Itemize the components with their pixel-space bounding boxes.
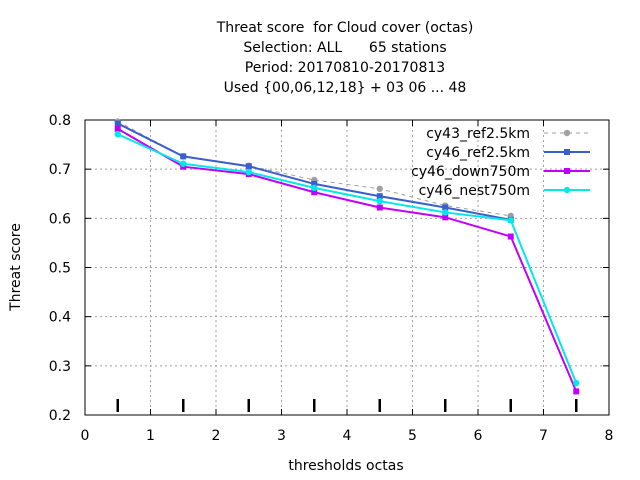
- data-point: [442, 209, 449, 216]
- data-point: [376, 197, 383, 205]
- x-tick-label: 0: [81, 428, 90, 444]
- data-point: [114, 131, 121, 138]
- legend-label: cy46_down750m: [411, 164, 530, 180]
- series-cy46_nest750m: [114, 131, 580, 387]
- x-tick-label: 5: [408, 428, 417, 444]
- y-axis-label: Threat score: [8, 223, 24, 312]
- data-point: [180, 160, 187, 167]
- y-tick-label: 0.4: [49, 310, 71, 326]
- data-point: [311, 189, 318, 196]
- data-point: [573, 388, 580, 395]
- x-axis-label: thresholds octas: [288, 458, 403, 474]
- chart-title-line-1: Threat score for Cloud cover (octas): [216, 20, 474, 36]
- data-point: [376, 185, 383, 193]
- chart-title-line-3: Period: 20170810-20170813: [244, 60, 446, 76]
- data-point: [311, 184, 318, 192]
- x-tick-label: 4: [343, 428, 352, 444]
- grid: [85, 120, 609, 415]
- data-point: [114, 120, 121, 127]
- chart-title-line-2: Selection: ALL 65 stations: [243, 40, 447, 56]
- y-tick-label: 0.6: [49, 211, 71, 227]
- x-tick-label: 1: [146, 428, 155, 444]
- axes: 0 1 2 3 4 5 6 7 8 0.2 0.3 0.4 0.5 0.6 0.7 0.8: [49, 113, 614, 444]
- data-point: [563, 186, 571, 194]
- data-point: [442, 204, 449, 211]
- y-tick-label: 0.8: [49, 113, 71, 129]
- data-point: [564, 168, 570, 174]
- legend-label: cy43_ref2.5km: [426, 126, 530, 142]
- y-tick-label: 0.5: [49, 261, 71, 277]
- data-point: [564, 149, 570, 155]
- data-point: [114, 125, 121, 132]
- data-point: [245, 163, 252, 170]
- data-point: [311, 180, 318, 187]
- x-tick-label: 6: [474, 428, 483, 444]
- data-point: [563, 129, 571, 137]
- series-group: [114, 118, 580, 395]
- x-tick-label: 2: [212, 428, 221, 444]
- y-tick-label: 0.7: [49, 162, 71, 178]
- data-point: [507, 217, 514, 224]
- legend-label: cy46_ref2.5km: [426, 145, 530, 161]
- data-point: [245, 168, 252, 176]
- data-point: [573, 379, 580, 387]
- x-tick-label: 3: [277, 428, 286, 444]
- series-line: [117, 133, 578, 384]
- x-tick-label: 8: [605, 428, 614, 444]
- data-point: [376, 193, 383, 200]
- data-point: [442, 214, 449, 221]
- x-tick-label: 7: [539, 428, 548, 444]
- y-tick-label: 0.3: [49, 359, 71, 375]
- data-point: [507, 233, 514, 240]
- y-tick-label: 0.2: [49, 408, 71, 424]
- data-point: [376, 204, 383, 211]
- legend-label: cy46_nest750m: [419, 183, 530, 199]
- chart-title-line-4: Used {00,06,12,18} + 03 06 ... 48: [223, 80, 467, 96]
- legend: cy43_ref2.5km cy46_ref2.5km cy46_down750mc…: [411, 126, 590, 199]
- data-point: [180, 153, 187, 160]
- series-line: [117, 127, 578, 392]
